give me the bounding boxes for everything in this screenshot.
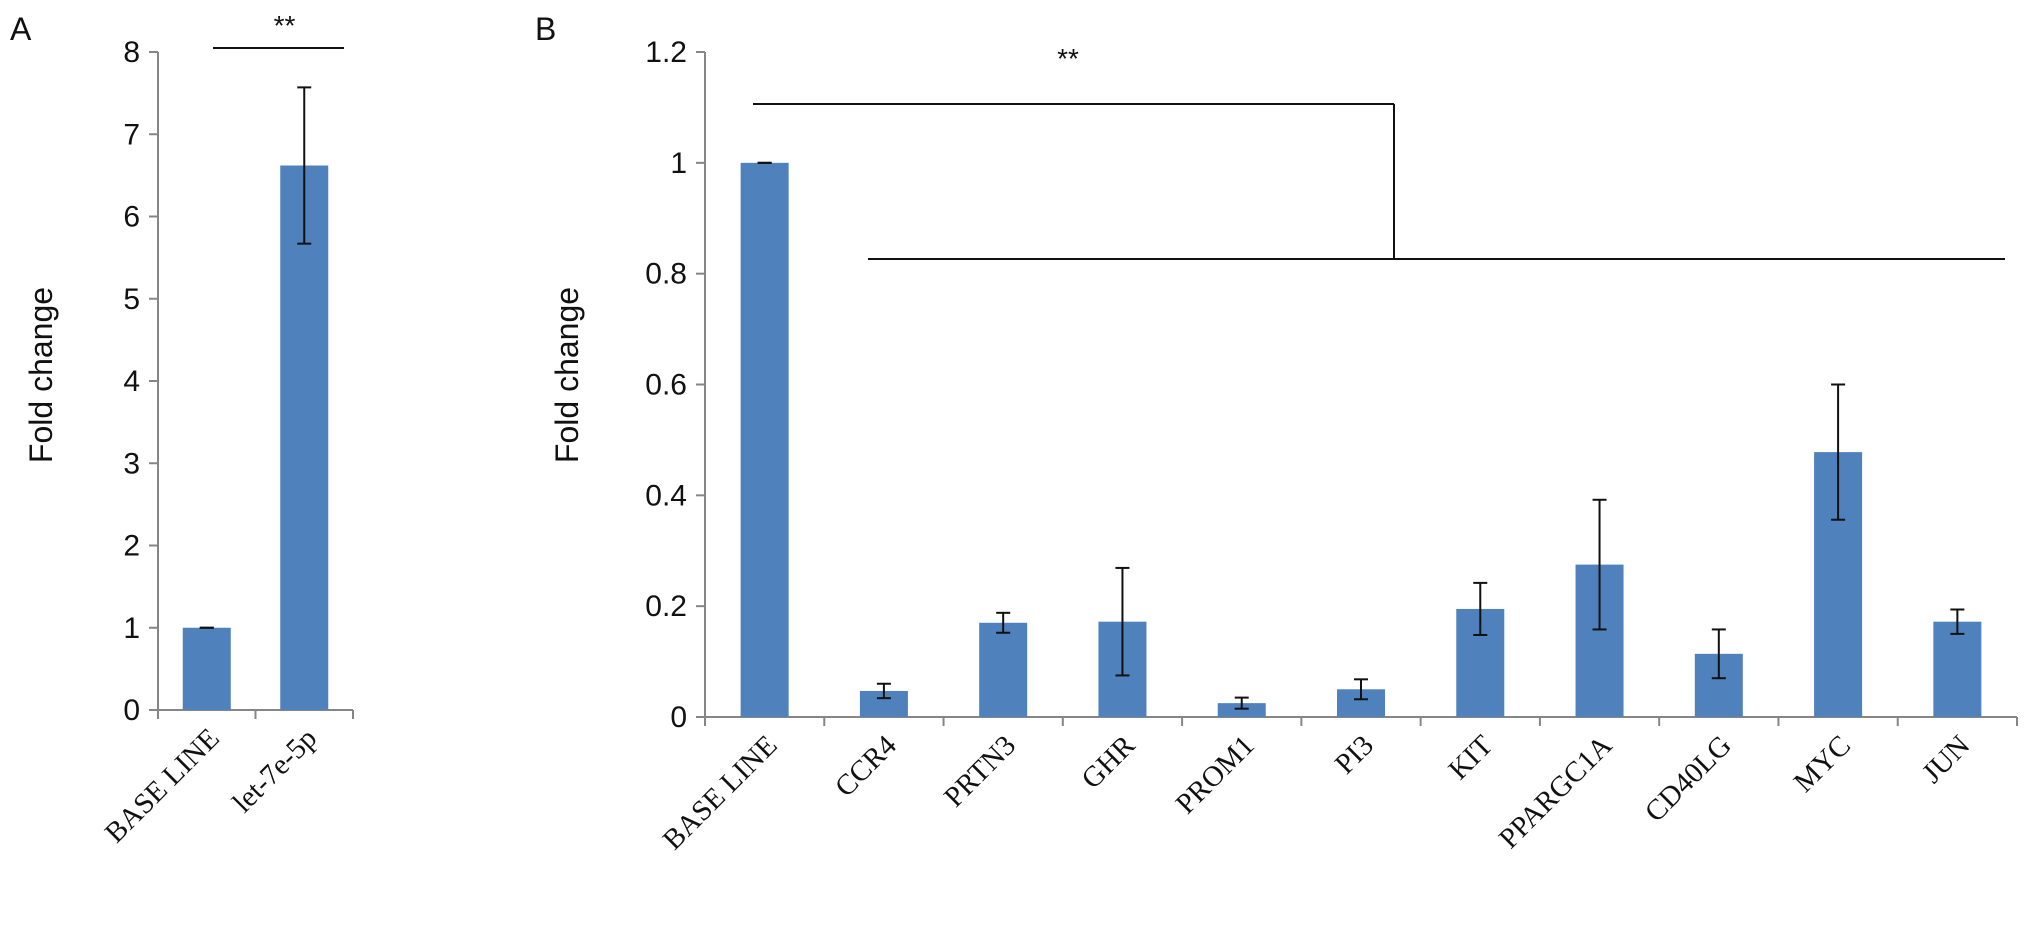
panel-b-chart: 0 0.2 0.4 0.6 0.8 1 1.2 BASE LINE CCR4 PRTN3 GHR PR…: [549, 36, 2018, 856]
y-tick-label: 8: [123, 36, 140, 69]
category-label: let-7e-5p: [227, 722, 324, 819]
category-label: KIT: [1442, 729, 1499, 786]
category-label: PPARGC1A: [1493, 729, 1619, 855]
y-tick-label: 2: [123, 530, 140, 563]
panel-a-label: A: [10, 11, 32, 47]
y-tick-label: 0: [123, 694, 140, 727]
y-tick-label: 1.2: [645, 36, 687, 69]
y-tick-label: 0.2: [645, 590, 687, 623]
bar: [280, 165, 329, 710]
y-tick-label: 0.6: [645, 369, 687, 402]
y-tick-label: 0.8: [645, 258, 687, 291]
y-tick-label: 0: [670, 701, 687, 734]
panel-b-label: B: [535, 11, 556, 47]
category-label: BASE LINE: [657, 729, 784, 856]
y-tick-label: 1: [670, 147, 687, 180]
bar: [740, 162, 789, 718]
category-label: PRTN3: [938, 729, 1022, 813]
y-tick-label: 0.4: [645, 479, 687, 512]
category-label: BASE LINE: [99, 722, 226, 849]
bar: [1933, 621, 1982, 717]
y-tick-label: 5: [123, 283, 140, 316]
category-label: PROM1: [1170, 729, 1261, 820]
category-label: GHR: [1075, 729, 1141, 795]
y-tick-label: 1: [123, 612, 140, 645]
category-label: MYC: [1788, 729, 1857, 798]
category-label: PI3: [1329, 729, 1380, 780]
y-axis-title: Fold change: [23, 287, 59, 463]
bar: [979, 622, 1028, 717]
bar: [1217, 703, 1266, 717]
y-tick-label: 7: [123, 118, 140, 151]
category-label: JUN: [1916, 729, 1976, 789]
y-axis-title: Fold change: [549, 287, 585, 463]
y-tick-label: 3: [123, 447, 140, 480]
significance-stars: **: [274, 10, 296, 41]
y-tick-label: 6: [123, 201, 140, 234]
category-label: CCR4: [829, 729, 903, 803]
y-tick-label: 4: [123, 365, 140, 398]
category-label: CD40LG: [1639, 729, 1738, 828]
bar: [182, 627, 231, 710]
significance-stars: **: [1057, 43, 1079, 74]
panel-a-chart: 0 1 2 3 4 5 6 7 8 BASE LINE let-7e-5p Fold change **: [23, 10, 354, 849]
